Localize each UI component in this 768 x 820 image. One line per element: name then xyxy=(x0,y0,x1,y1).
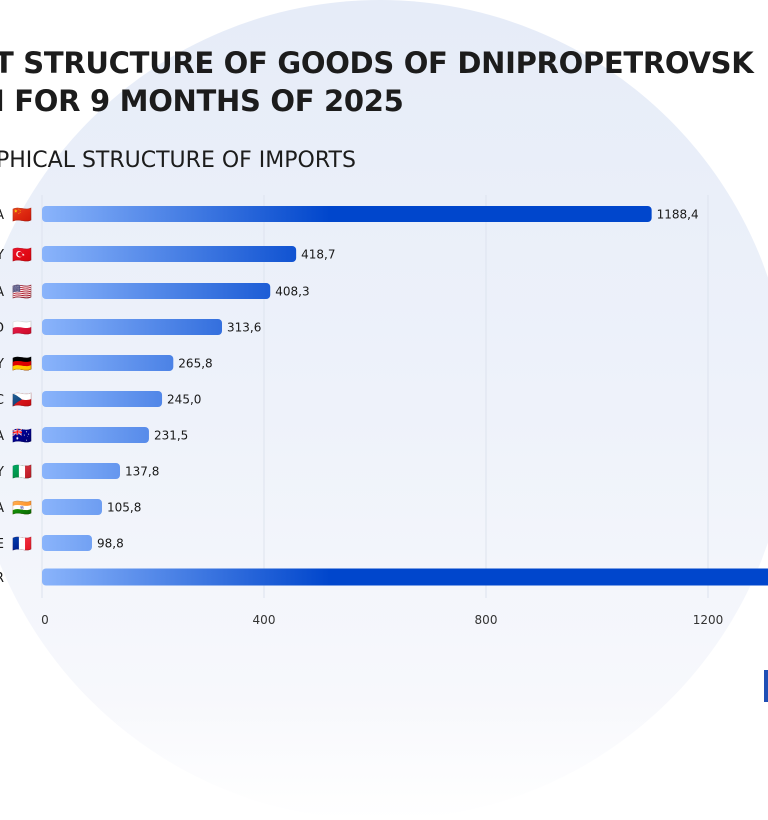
germany-flag-icon: 🇩🇪 xyxy=(12,354,32,373)
bar xyxy=(42,427,149,443)
usa-flag-icon: 🇺🇸 xyxy=(12,282,32,301)
bar-chart: A 🇨🇳 1188,4 Y 🇹🇷 418,7 A 🇺🇸 408,3 D 🇵🇱 313,6 Y 🇩🇪 265,… xyxy=(0,195,768,627)
bar-row: R xyxy=(0,568,768,586)
bar xyxy=(42,355,174,371)
bar-row: A 🇦🇺 231,5 xyxy=(0,426,188,445)
category-label: D xyxy=(0,321,4,336)
category-label: C xyxy=(0,393,4,408)
china-flag-icon: 🇨🇳 xyxy=(12,205,32,224)
france-flag-icon: 🇫🇷 xyxy=(12,534,32,553)
value-label: 313,6 xyxy=(227,321,261,335)
category-label: Y xyxy=(0,357,4,372)
bar xyxy=(42,206,652,222)
value-label: 418,7 xyxy=(301,248,335,262)
bar-row: C 🇨🇿 245,0 xyxy=(0,390,201,409)
category-label: A xyxy=(0,429,4,444)
value-label: 98,8 xyxy=(97,537,124,551)
bar-row: A 🇨🇳 1188,4 xyxy=(0,205,699,224)
x-tick-label: 400 xyxy=(253,613,276,627)
bar-row: A 🇮🇳 105,8 xyxy=(0,498,141,517)
italy-flag-icon: 🇮🇹 xyxy=(12,462,32,481)
category-label: Y xyxy=(0,248,4,263)
category-label: E xyxy=(0,537,4,552)
bar-row: Y 🇹🇷 418,7 xyxy=(0,245,336,264)
value-label: 1188,4 xyxy=(657,208,699,222)
bar xyxy=(42,535,92,551)
australia-flag-icon: 🇦🇺 xyxy=(12,426,32,445)
czech-flag-icon: 🇨🇿 xyxy=(12,390,32,409)
corner-mark xyxy=(764,670,768,702)
page-title: T STRUCTURE OF GOODS OF DNIPROPETROVSK I… xyxy=(0,44,754,120)
bar xyxy=(42,499,102,515)
category-label: A xyxy=(0,208,4,223)
bar xyxy=(42,568,768,586)
chart-subtitle: PHICAL STRUCTURE OF IMPORTS xyxy=(0,148,356,173)
poland-flag-icon: 🇵🇱 xyxy=(12,318,32,337)
bar-row: D 🇵🇱 313,6 xyxy=(0,318,261,337)
bar-row: A 🇺🇸 408,3 xyxy=(0,282,310,301)
x-tick-label: 0 xyxy=(41,613,49,627)
value-label: 245,0 xyxy=(167,393,201,407)
bar-row: Y 🇮🇹 137,8 xyxy=(0,462,159,481)
category-label: R xyxy=(0,571,4,586)
title-line-2: I FOR 9 MONTHS OF 2025 xyxy=(0,84,404,118)
value-label: 408,3 xyxy=(275,285,309,299)
bar-row: Y 🇩🇪 265,8 xyxy=(0,354,213,373)
value-label: 137,8 xyxy=(125,465,159,479)
turkey-flag-icon: 🇹🇷 xyxy=(12,245,32,264)
bars: A 🇨🇳 1188,4 Y 🇹🇷 418,7 A 🇺🇸 408,3 D 🇵🇱 313,6 Y 🇩🇪 265,… xyxy=(0,205,768,586)
x-tick-label: 800 xyxy=(475,613,498,627)
title-line-1: T STRUCTURE OF GOODS OF DNIPROPETROVSK xyxy=(0,46,754,80)
x-tick-label: 1200 xyxy=(693,613,724,627)
bar xyxy=(42,463,120,479)
bar-row: E 🇫🇷 98,8 xyxy=(0,534,124,553)
bar xyxy=(42,319,223,335)
category-label: A xyxy=(0,285,4,300)
bar xyxy=(42,246,297,262)
bar xyxy=(42,391,163,407)
value-label: 265,8 xyxy=(178,357,212,371)
x-axis-ticks: 0 400 800 1200 xyxy=(41,613,723,627)
value-label: 105,8 xyxy=(107,501,141,515)
category-label: A xyxy=(0,501,4,516)
value-label: 231,5 xyxy=(154,429,188,443)
bar xyxy=(42,283,271,299)
category-label: Y xyxy=(0,465,4,480)
india-flag-icon: 🇮🇳 xyxy=(12,498,32,517)
